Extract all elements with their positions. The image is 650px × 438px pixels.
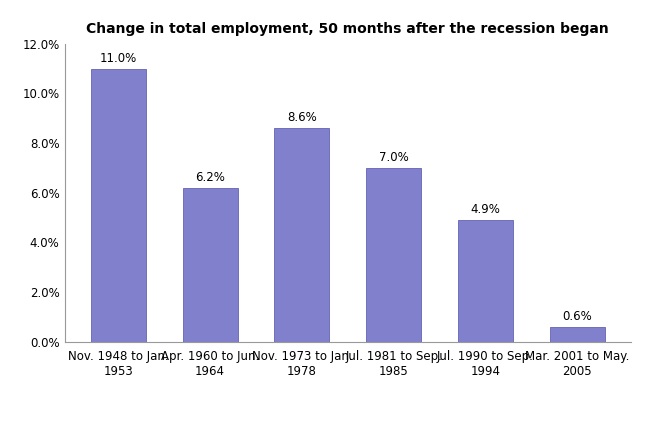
Text: 7.0%: 7.0% bbox=[379, 151, 409, 164]
Text: 11.0%: 11.0% bbox=[99, 52, 137, 65]
Bar bbox=[91, 69, 146, 342]
Bar bbox=[550, 327, 604, 342]
Bar bbox=[458, 220, 513, 342]
Text: 4.9%: 4.9% bbox=[471, 203, 500, 216]
Text: 0.6%: 0.6% bbox=[562, 310, 592, 323]
Title: Change in total employment, 50 months after the recession began: Change in total employment, 50 months af… bbox=[86, 22, 609, 35]
Bar bbox=[366, 168, 421, 342]
Text: 6.2%: 6.2% bbox=[195, 171, 225, 184]
Bar bbox=[183, 188, 238, 342]
Text: 8.6%: 8.6% bbox=[287, 111, 317, 124]
Bar bbox=[274, 128, 330, 342]
